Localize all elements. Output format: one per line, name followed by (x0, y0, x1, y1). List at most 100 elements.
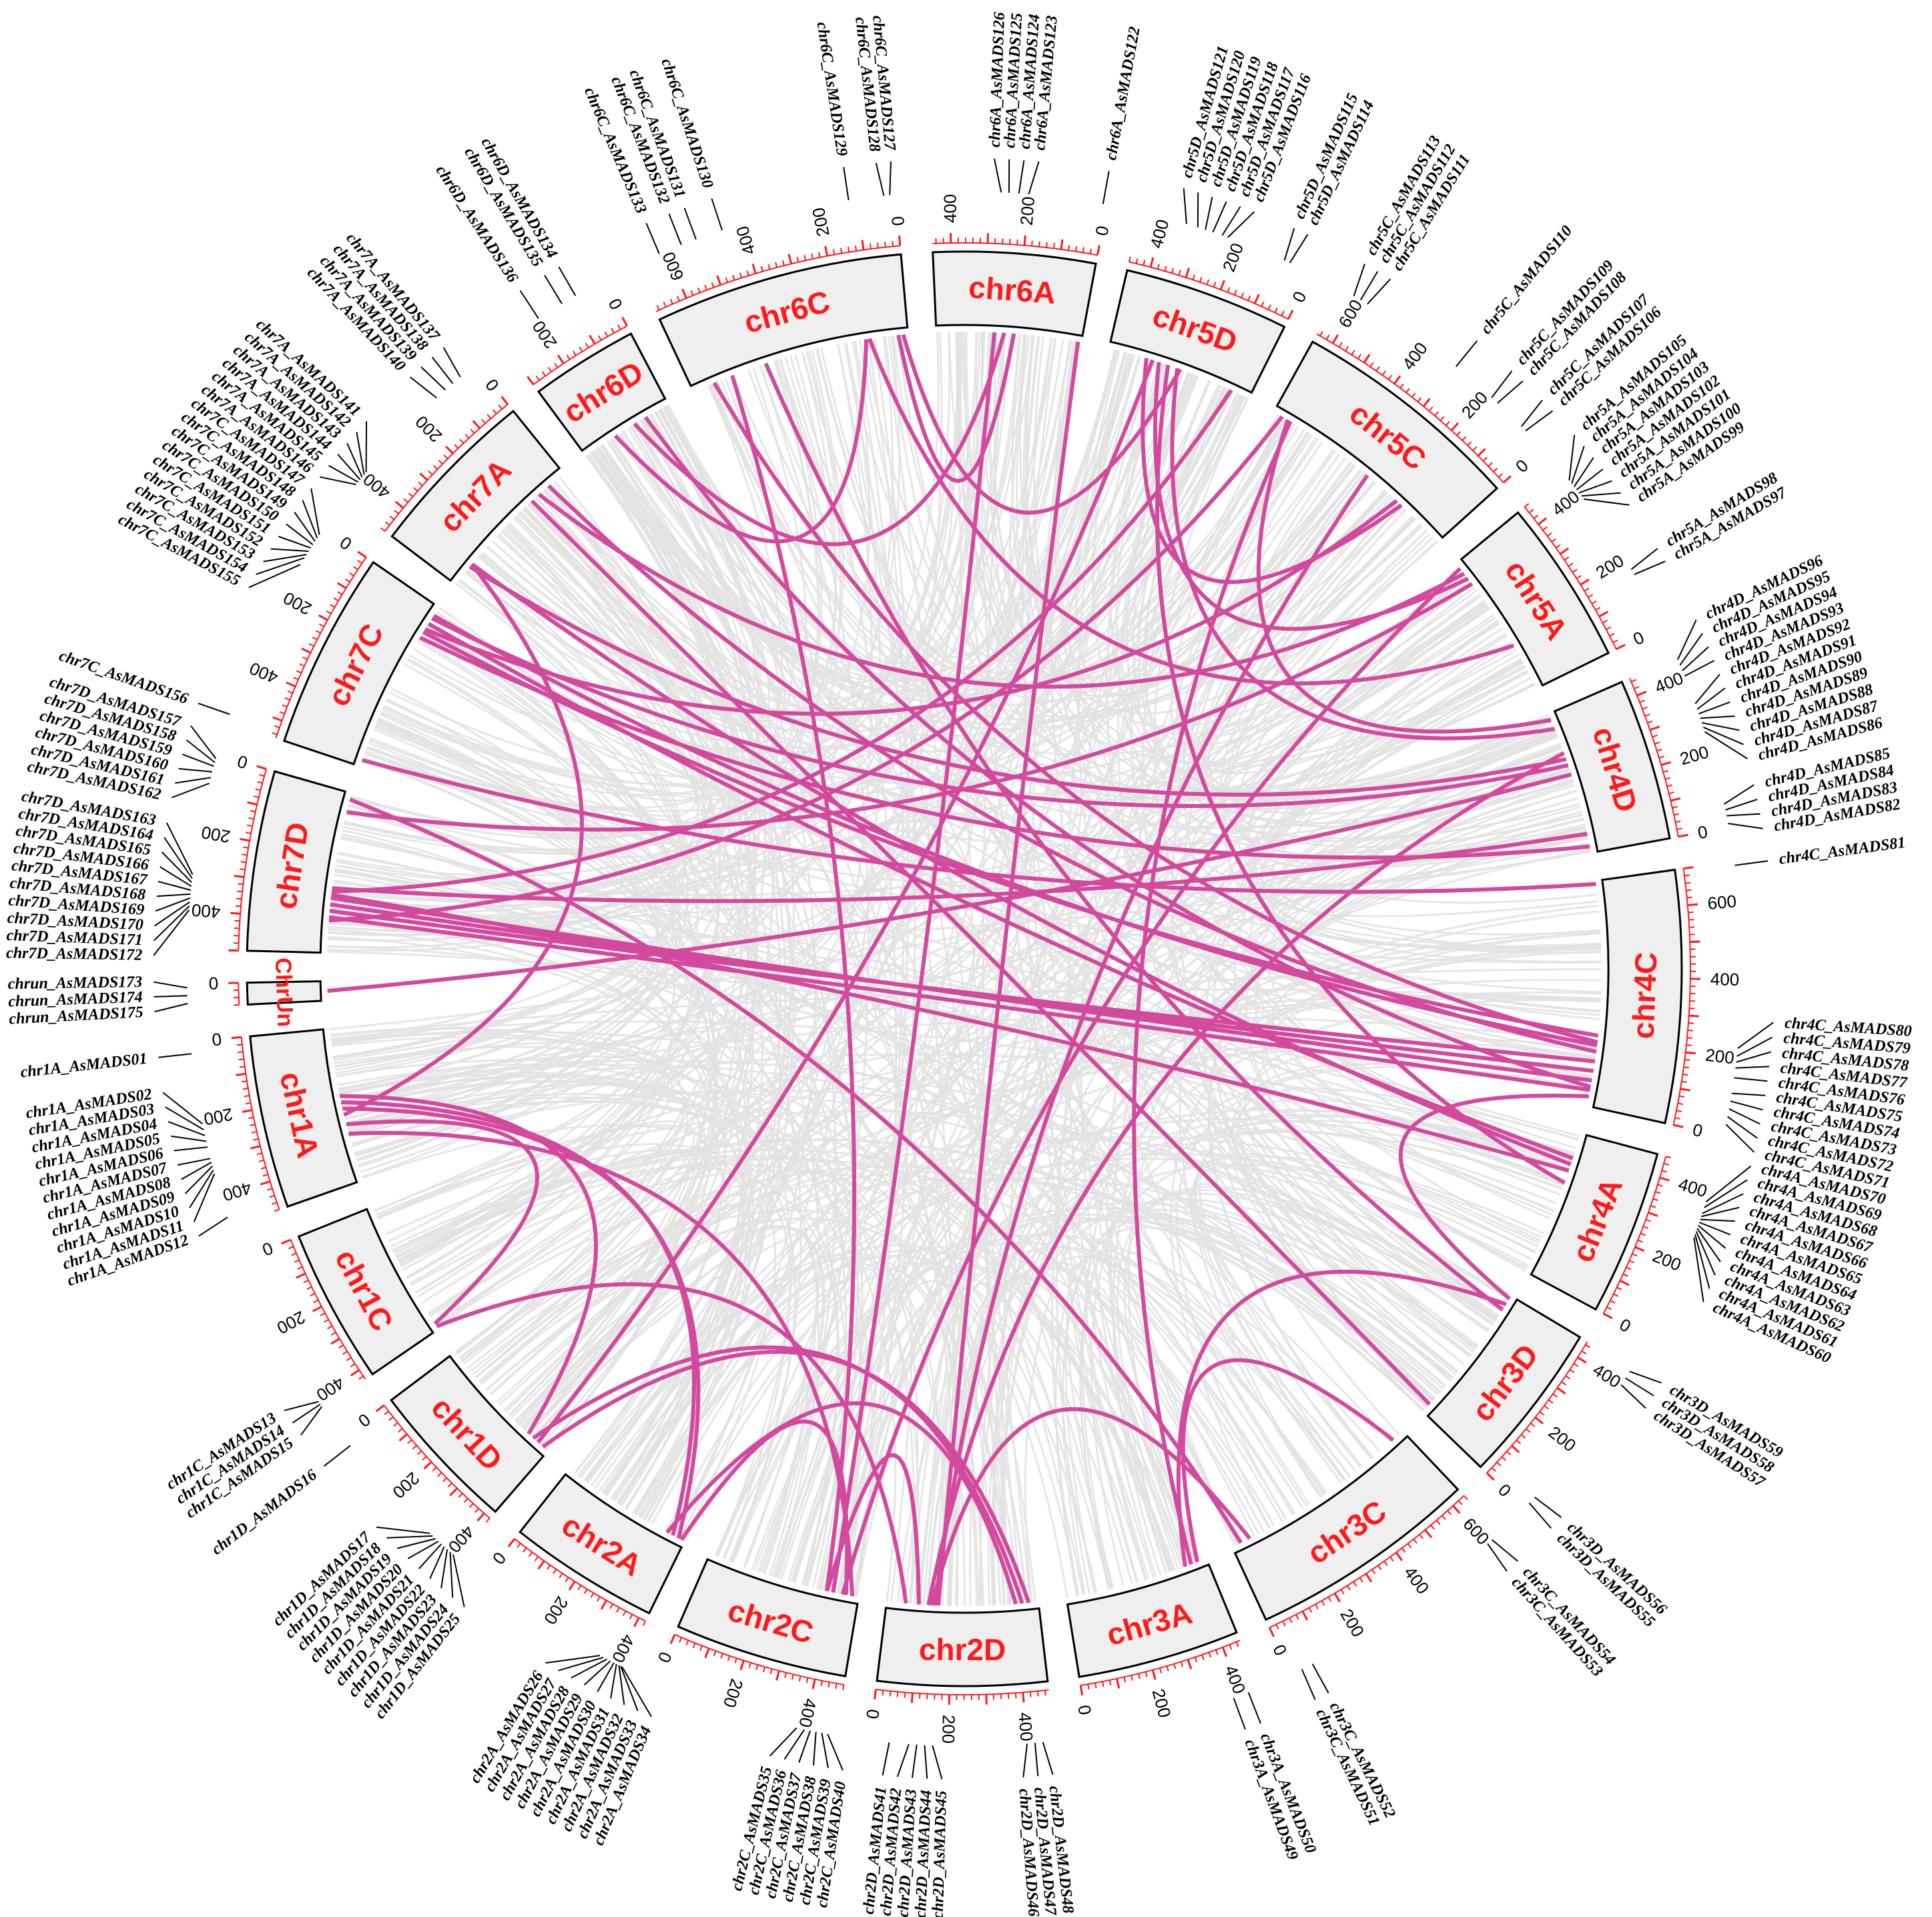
tick-label: 0 (604, 295, 626, 313)
tick-label: 400 (1146, 218, 1173, 251)
tick-mark (517, 1543, 521, 1548)
tick-mark (1295, 1614, 1299, 1620)
tick-mark (1682, 1073, 1688, 1076)
tick-mark (1159, 1667, 1163, 1673)
tick-mark (1652, 734, 1658, 738)
tick-mark (238, 1058, 244, 1061)
collinear-link (1170, 368, 1556, 741)
tick-mark (904, 1692, 906, 1698)
gene-connector (286, 523, 314, 545)
tick-mark (242, 853, 248, 856)
tick-mark (1143, 260, 1146, 266)
chromosome-chr6C: chr6C (658, 253, 909, 388)
tick-label: 400 (795, 1697, 820, 1730)
tick-mark (1580, 579, 1590, 586)
tick-mark (389, 515, 395, 520)
gene-connector (1734, 860, 1768, 866)
gene-label: chr1A_AsMADS01 (19, 1050, 147, 1082)
tick-mark (501, 396, 509, 405)
tick-mark (330, 1332, 336, 1336)
tick-mark (1395, 1551, 1403, 1561)
gene-connector (558, 1656, 604, 1671)
tick-mark (1401, 1547, 1406, 1553)
collinear-link (547, 484, 1597, 1054)
tick-mark (250, 1124, 256, 1126)
tick-mark (315, 630, 321, 634)
tick-mark (1315, 1603, 1319, 1609)
background-link (350, 408, 762, 838)
tick-label: 0 (260, 1238, 276, 1260)
tick-mark (253, 795, 260, 799)
tick-mark (1407, 1543, 1412, 1549)
gene-connector (1702, 1193, 1744, 1214)
background-link (637, 1246, 1260, 1535)
gene-connector (519, 290, 539, 319)
tick-mark (796, 256, 799, 263)
gene-connector (429, 1546, 445, 1579)
tick-mark (1595, 607, 1601, 611)
gene-connector (440, 1549, 448, 1589)
tick-mark (1676, 827, 1682, 831)
tick-mark (1229, 1644, 1233, 1650)
collinear-link (530, 499, 1431, 1406)
tick-mark (1441, 1515, 1446, 1521)
tick-mark (1561, 1381, 1566, 1386)
tick-mark (428, 470, 433, 476)
tick-mark (597, 335, 602, 341)
tick-mark (1660, 761, 1672, 766)
chromosome-segment (658, 253, 909, 388)
tick-mark (1636, 691, 1647, 697)
background-link (410, 1169, 1275, 1527)
tick-label: 0 (1696, 821, 1710, 843)
tick-mark (621, 316, 628, 327)
tick-mark (474, 1508, 479, 1513)
background-link (385, 517, 712, 802)
tick-mark (1411, 392, 1416, 398)
tick-mark (302, 656, 308, 661)
tick-mark (1555, 544, 1561, 549)
background-link (356, 627, 680, 1161)
gene-connector (896, 1744, 910, 1778)
gene-connector (154, 1003, 188, 1013)
gene-connector (409, 376, 437, 399)
tick-label: 200 (274, 1307, 308, 1338)
chromosome-segment (297, 1208, 434, 1376)
tick-mark (274, 725, 280, 729)
collinear-link (343, 562, 584, 1117)
background-link (859, 340, 1072, 656)
gene-connector (162, 1092, 204, 1125)
tick-mark (319, 623, 324, 627)
tick-mark (1502, 475, 1512, 484)
tick-mark (240, 861, 246, 863)
tick-mark (1534, 1417, 1544, 1425)
tick-label: 200 (1336, 1605, 1368, 1641)
background-link (374, 1124, 707, 1413)
gene-connector (263, 554, 307, 562)
tick-mark (1581, 1350, 1587, 1355)
tick-mark (1676, 1110, 1682, 1112)
tick-mark (1353, 1581, 1357, 1587)
tick-label: 400 (940, 194, 960, 224)
tick-mark (1282, 1621, 1286, 1627)
tick-label: 0 (336, 532, 356, 554)
background-link (591, 369, 1182, 692)
tick-label: 200 (1678, 742, 1711, 769)
tick-mark (1345, 346, 1349, 352)
chromosome-segment (1109, 269, 1286, 394)
tick-mark (1686, 1044, 1692, 1046)
tick-mark (1206, 279, 1210, 285)
tick-mark (681, 288, 687, 299)
tick-mark (781, 260, 785, 266)
tick-mark (1546, 532, 1552, 537)
tick-mark (1619, 1279, 1630, 1286)
background-link (732, 374, 1557, 801)
gene-connector (431, 356, 454, 384)
tick-mark (1576, 574, 1582, 579)
tick-label: 400 (1710, 969, 1740, 990)
gene-label: chrun_AsMADS173 (8, 974, 143, 993)
tick-mark (1046, 242, 1048, 248)
tick-mark (1670, 797, 1681, 802)
background-link (616, 434, 1596, 1054)
tick-mark (1340, 1589, 1345, 1595)
gene-connector (1736, 1036, 1773, 1057)
